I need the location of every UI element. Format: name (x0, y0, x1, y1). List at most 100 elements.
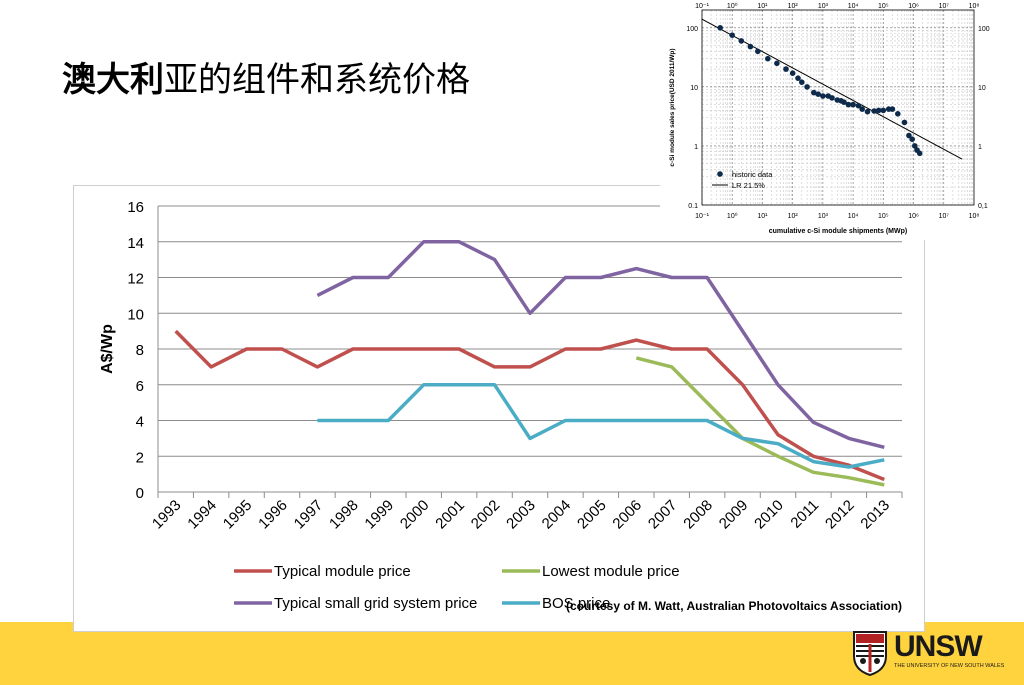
x-tick-label: 2013 (857, 497, 893, 533)
inset-y-tick-label: 100 (686, 26, 698, 33)
inset-data-point (845, 101, 852, 108)
inset-x-tick-label: 10⁻¹ (695, 213, 709, 220)
inset-top-tick-label: 10⁻¹ (695, 3, 709, 10)
series-line-lowest-module-price (635, 356, 885, 487)
inset-data-point (855, 102, 862, 109)
inset-top-tick-label: 10³ (818, 3, 829, 10)
y-tick-label: 12 (127, 271, 144, 288)
inset-data-point (774, 60, 780, 67)
inset-data-point (717, 25, 723, 31)
page-title: 澳大利亚的组件和系统价格 (62, 52, 470, 101)
x-tick-label: 2009 (716, 497, 752, 533)
y-tick-label: 16 (127, 199, 144, 216)
inset-data-point (729, 32, 735, 38)
inset-data-point (783, 66, 789, 72)
x-tick-label: 2003 (503, 497, 539, 533)
inset-legend-marker (717, 171, 723, 177)
inset-data-point (901, 119, 908, 126)
x-tick-label: 1995 (220, 497, 256, 533)
courtesy-note: (courtesy of M. Watt, Australian Photovo… (566, 599, 903, 613)
series-line-typical-module-price (174, 329, 885, 482)
inset-y-tick-label-right: 10 (978, 85, 986, 92)
x-tick-label: 2000 (397, 497, 433, 533)
legend-label: Typical module price (274, 563, 411, 580)
inset-data-point (804, 84, 810, 90)
y-tick-label: 8 (136, 342, 144, 359)
inset-x-tick-label: 10² (788, 213, 799, 220)
series-line-bos-price (317, 383, 885, 469)
inset-data-point (789, 70, 796, 76)
inset-top-tick-label: 10⁶ (908, 3, 919, 10)
legend-label: Lowest module price (542, 563, 680, 580)
inset-data-point (871, 108, 877, 114)
inset-data-point (747, 43, 754, 50)
inset-data-point (864, 108, 871, 115)
legend-label: BOS price (542, 595, 610, 612)
series-line-typical-small-grid-system-price (316, 240, 885, 449)
y-tick-label: 4 (136, 414, 144, 431)
x-tick-label: 2007 (645, 497, 681, 533)
inset-data-point (765, 55, 771, 62)
y-tick-label: 6 (136, 378, 144, 395)
x-tick-label: 1997 (291, 497, 327, 533)
price-history-svg: 0 2 4 6 8 10 12 14 16 1993 1994 1995 1996 1997 1998 199… (99, 199, 903, 612)
unsw-wordmark: UNSW (894, 630, 983, 663)
legend-label: Typical small grid system price (274, 595, 477, 612)
inset-data-point (755, 48, 761, 55)
inset-legend-label: LR 21.5% (732, 181, 765, 190)
price-history-chart: 0 2 4 6 8 10 12 14 16 1993 1994 1995 1996 1997 1998 199… (73, 185, 925, 632)
inset-top-tick-label: 10⁸ (969, 3, 980, 10)
inset-top-tick-label: 10⁰ (727, 2, 738, 10)
inset-y-tick-label: 1 (694, 144, 698, 151)
unsw-logo: UNSW THE UNIVERSITY OF NEW SOUTH WALES (848, 630, 1008, 680)
inset-data-point (815, 91, 821, 97)
inset-data-point (850, 101, 856, 108)
inset-x-tick-label: 10⁵ (878, 213, 889, 220)
title-bold-part: 澳大利 (62, 60, 164, 100)
inset-y-tick-label-right: 1 (978, 144, 982, 151)
y-tick-label: 0 (136, 485, 144, 502)
unsw-crest-icon (853, 631, 887, 676)
inset-x-tick-label: 10¹ (757, 213, 768, 220)
inset-top-tick-label: 10¹ (757, 3, 768, 10)
inset-data-point (895, 111, 901, 117)
y-tick-label: 14 (127, 235, 144, 252)
x-tick-label: 2012 (822, 497, 858, 533)
inset-y-tick-label: 0.1 (688, 203, 698, 210)
inset-y-tick-label-right: 0,1 (978, 203, 988, 210)
inset-learning-rate-line (701, 18, 963, 160)
inset-top-tick-label: 10² (788, 3, 799, 10)
inset-y-tick-label: 10 (690, 85, 698, 92)
x-tick-label: 2001 (432, 497, 468, 533)
x-tick-label: 1999 (361, 497, 397, 533)
inset-data-point (820, 93, 826, 99)
inset-data-point (738, 38, 745, 44)
inset-top-tick-label: 10⁷ (939, 3, 950, 10)
unsw-subtitle: THE UNIVERSITY OF NEW SOUTH WALES (894, 663, 1005, 669)
inset-top-tick-label: 10⁵ (878, 3, 889, 10)
inset-data-point (912, 143, 918, 149)
inset-x-tick-label: 10⁶ (908, 213, 919, 220)
inset-top-tick-label: 10⁴ (848, 3, 859, 10)
x-tick-label: 1993 (149, 497, 185, 533)
learning-curve-chart: 10⁻¹ 10⁰ 10¹ 10² 10³ 10⁴ 10⁵ 10⁶ 10⁷ 10⁸ 10⁻¹ 10⁰ 10… (660, 0, 1024, 240)
x-tick-label: 2004 (539, 497, 575, 533)
inset-data-point (880, 107, 887, 114)
inset-x-tick-label: 10⁴ (848, 213, 859, 220)
title-rest-part: 亚的组件和系统价格 (164, 60, 470, 100)
inset-plot-frame (701, 9, 975, 206)
inset-x-axis-label: cumulative c-Si module shipments (MWp) (769, 228, 907, 235)
inset-data-point (829, 95, 835, 101)
y-axis-label: A$/Wp (99, 324, 116, 374)
x-tick-label: 2002 (468, 497, 504, 533)
inset-data-point (795, 75, 801, 81)
x-tick-label: 2011 (787, 497, 822, 532)
inset-data-point (906, 132, 912, 139)
inset-x-tick-label: 10³ (818, 213, 829, 220)
x-tick-label: 1994 (184, 497, 220, 533)
inset-data-point (875, 107, 882, 114)
x-tick-label: 1998 (326, 497, 362, 533)
x-tick-label: 2008 (680, 497, 716, 533)
x-tick-label: 1996 (255, 497, 291, 533)
